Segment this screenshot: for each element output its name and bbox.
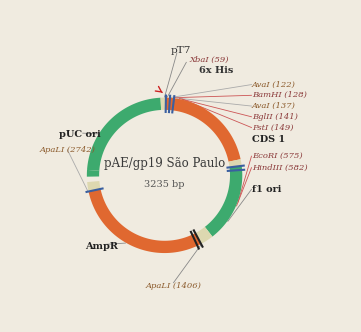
Polygon shape <box>107 218 113 225</box>
Text: pT7: pT7 <box>171 45 191 54</box>
Text: XbaI (59): XbaI (59) <box>190 56 229 64</box>
Polygon shape <box>205 116 212 122</box>
Text: AvaI (122): AvaI (122) <box>252 81 296 89</box>
Text: BglII (141): BglII (141) <box>252 113 298 121</box>
Polygon shape <box>230 194 234 201</box>
Polygon shape <box>166 98 240 162</box>
Polygon shape <box>195 227 212 244</box>
Text: EcoRI (575): EcoRI (575) <box>252 152 303 160</box>
Polygon shape <box>161 98 166 110</box>
Text: BamHI (128): BamHI (128) <box>252 91 307 99</box>
Polygon shape <box>229 159 242 167</box>
Polygon shape <box>88 189 201 253</box>
Text: 6x His: 6x His <box>199 65 234 74</box>
Polygon shape <box>87 170 99 177</box>
Text: pUC ori: pUC ori <box>59 130 101 139</box>
Text: PstI (149): PstI (149) <box>252 124 293 131</box>
Polygon shape <box>102 134 107 141</box>
Polygon shape <box>87 98 161 171</box>
Text: HindIII (582): HindIII (582) <box>252 164 308 172</box>
Text: AvaI (137): AvaI (137) <box>252 102 296 110</box>
Polygon shape <box>148 244 155 248</box>
Text: CDS 1: CDS 1 <box>252 134 285 143</box>
Polygon shape <box>205 166 242 237</box>
Polygon shape <box>87 181 101 192</box>
Text: ApaLI (2742): ApaLI (2742) <box>39 146 95 154</box>
Text: f1 ori: f1 ori <box>252 185 281 194</box>
Text: 3235 bp: 3235 bp <box>144 180 185 189</box>
Text: pAE/gp19 São Paulo: pAE/gp19 São Paulo <box>104 157 225 170</box>
Text: AmpR: AmpR <box>86 242 118 251</box>
Text: ApaLI (1406): ApaLI (1406) <box>145 282 201 290</box>
